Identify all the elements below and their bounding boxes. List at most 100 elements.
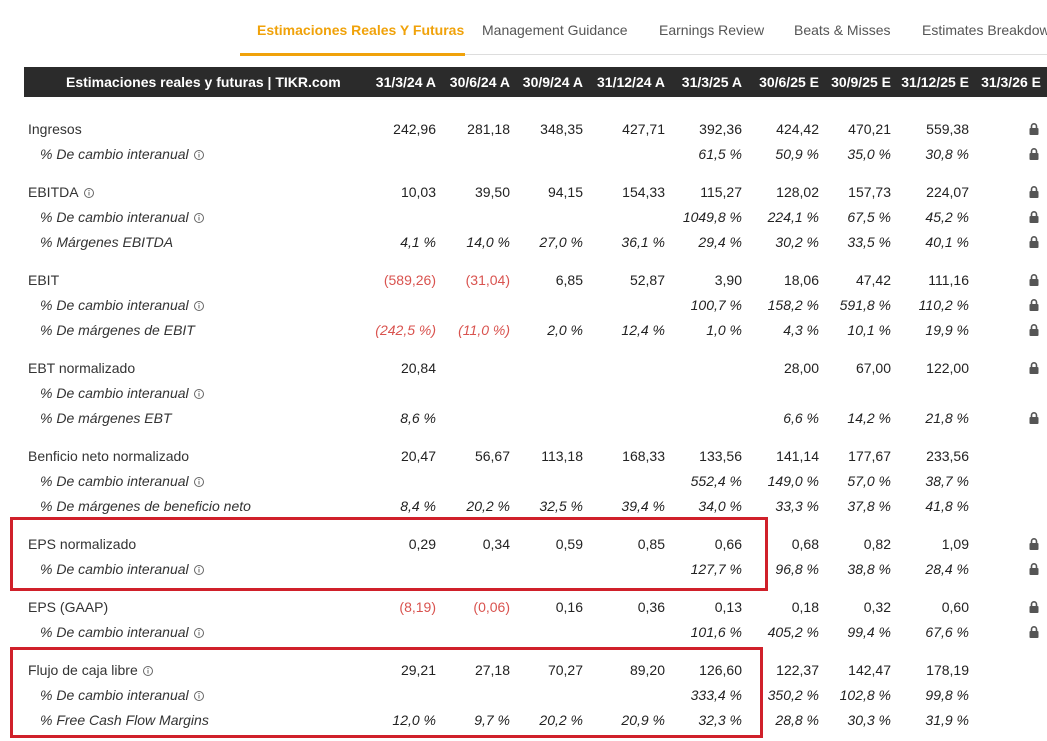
tab[interactable]: Beats & Misses xyxy=(794,22,891,38)
cell-value: 37,8 % xyxy=(847,498,891,514)
cell-value: 67,6 % xyxy=(925,624,969,640)
cell-value: 233,56 xyxy=(926,448,969,464)
tab[interactable]: Management Guidance xyxy=(482,22,628,38)
info-icon xyxy=(192,689,206,703)
row-label: EBIT xyxy=(28,272,60,288)
cell-value: 99,8 % xyxy=(925,687,969,703)
tab-divider xyxy=(465,54,1047,55)
cell-value: 38,7 % xyxy=(925,473,969,489)
cell-value: 94,15 xyxy=(547,184,583,200)
cell-value: 0,60 xyxy=(941,599,969,615)
info-icon-glyph xyxy=(193,565,204,575)
cell-value: 6,6 % xyxy=(783,410,819,426)
column-header: 30/6/25 E xyxy=(759,74,819,90)
lock-icon-glyph xyxy=(1029,538,1039,550)
lock-icon-glyph xyxy=(1029,601,1039,613)
cell-value: 39,4 % xyxy=(621,498,665,514)
lock-icon xyxy=(1027,411,1041,425)
info-icon-glyph xyxy=(193,628,204,638)
column-header: 31/3/26 E xyxy=(981,74,1041,90)
info-icon-glyph xyxy=(193,691,204,701)
info-icon-glyph xyxy=(83,188,94,198)
cell-value: (8,19) xyxy=(399,599,436,615)
tab[interactable]: Earnings Review xyxy=(659,22,765,38)
cell-value: 0,68 xyxy=(791,536,819,552)
row-label: EBT normalizado xyxy=(28,360,136,376)
lock-icon-glyph xyxy=(1029,324,1039,336)
highlight-box xyxy=(10,517,768,591)
cell-value: 36,1 % xyxy=(621,234,665,250)
cell-value: 96,8 % xyxy=(775,561,819,577)
cell-value: 101,6 % xyxy=(690,624,742,640)
cell-value: 28,00 xyxy=(783,360,819,376)
cell-value: 6,85 xyxy=(555,272,583,288)
cell-value: 128,02 xyxy=(776,184,819,200)
cell-value: 20,47 xyxy=(400,448,436,464)
info-icon xyxy=(192,299,206,313)
lock-icon-glyph xyxy=(1029,362,1039,374)
info-icon xyxy=(82,186,96,200)
lock-icon xyxy=(1027,298,1041,312)
cell-value: 427,71 xyxy=(622,121,665,137)
row-label: Ingresos xyxy=(28,121,82,137)
info-icon-glyph xyxy=(193,389,204,399)
cell-value: 154,33 xyxy=(622,184,665,200)
cell-value: 27,0 % xyxy=(539,234,583,250)
cell-value: 31,9 % xyxy=(925,712,969,728)
cell-value: 45,2 % xyxy=(925,209,969,225)
lock-icon-glyph xyxy=(1029,626,1039,638)
cell-value: 157,73 xyxy=(848,184,891,200)
lock-icon-glyph xyxy=(1029,299,1039,311)
cell-value: 29,4 % xyxy=(698,234,742,250)
highlight-box xyxy=(10,647,763,738)
row-label: % De cambio interanual xyxy=(40,385,189,401)
cell-value: 405,2 % xyxy=(767,624,819,640)
cell-value: 141,14 xyxy=(776,448,819,464)
cell-value: 0,82 xyxy=(863,536,891,552)
info-icon xyxy=(192,148,206,162)
lock-icon xyxy=(1027,625,1041,639)
cell-value: 89,20 xyxy=(629,662,665,678)
cell-value: (589,26) xyxy=(383,272,436,288)
cell-value: 14,0 % xyxy=(466,234,510,250)
lock-icon xyxy=(1027,537,1041,551)
cell-value: 39,50 xyxy=(474,184,510,200)
cell-value: 110,2 % xyxy=(918,297,969,313)
info-icon xyxy=(192,475,206,489)
cell-value: 348,35 xyxy=(540,121,583,137)
row-label: % De cambio interanual xyxy=(40,624,189,640)
tab[interactable]: Estimates Breakdow xyxy=(922,22,1047,38)
cell-value: 20,84 xyxy=(400,360,436,376)
cell-value: (11,0 %) xyxy=(458,322,510,338)
cell-value: 178,19 xyxy=(926,662,969,678)
column-header: 30/9/24 A xyxy=(522,74,583,90)
cell-value: 333,4 % xyxy=(690,687,742,703)
row-label: % De márgenes EBT xyxy=(40,410,172,426)
lock-icon-glyph xyxy=(1029,236,1039,248)
cell-value: 18,06 xyxy=(783,272,819,288)
cell-value: 20,2 % xyxy=(539,712,583,728)
cell-value: 8,6 % xyxy=(400,410,436,426)
info-icon xyxy=(192,211,206,225)
column-header: 31/12/24 A xyxy=(597,74,665,90)
cell-value: 29,21 xyxy=(400,662,436,678)
cell-value: 33,3 % xyxy=(775,498,819,514)
lock-icon xyxy=(1027,600,1041,614)
cell-value: 111,16 xyxy=(928,272,969,288)
cell-value: 50,9 % xyxy=(775,146,819,162)
cell-value: 32,5 % xyxy=(539,498,583,514)
row-label: % De márgenes de beneficio neto xyxy=(40,498,251,514)
cell-value: 115,27 xyxy=(700,184,742,200)
tab[interactable]: Estimaciones Reales Y Futuras xyxy=(257,22,465,38)
lock-icon xyxy=(1027,361,1041,375)
cell-value: 559,38 xyxy=(926,121,969,137)
cell-value: 28,8 % xyxy=(775,712,819,728)
cell-value: 33,5 % xyxy=(847,234,891,250)
cell-value: (31,04) xyxy=(465,272,510,288)
info-icon-glyph xyxy=(193,150,204,160)
cell-value: 52,87 xyxy=(629,272,665,288)
row-label: % De cambio interanual xyxy=(40,473,189,489)
cell-value: 350,2 % xyxy=(767,687,819,703)
cell-value: 20,2 % xyxy=(466,498,510,514)
